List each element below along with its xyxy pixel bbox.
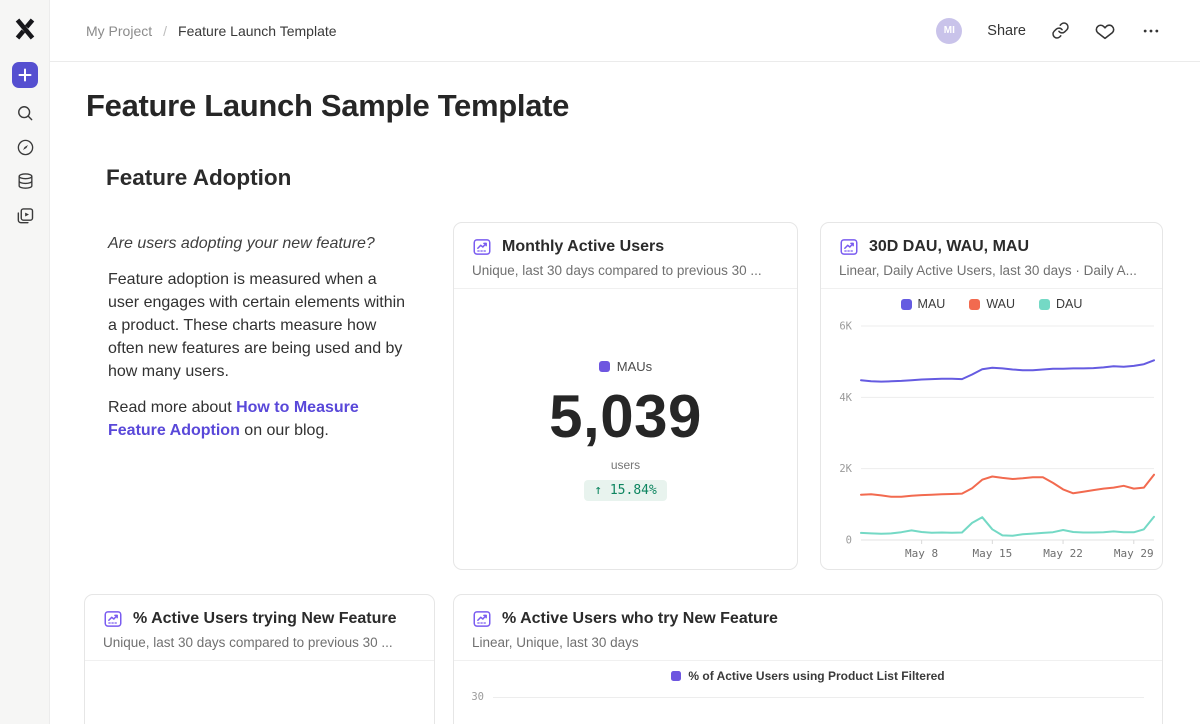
- compass-icon: [17, 139, 33, 155]
- mau-value: 5,039: [549, 383, 702, 450]
- search-button[interactable]: [12, 100, 38, 126]
- chart-legend[interactable]: % of Active Users using Product List Fil…: [454, 669, 1162, 683]
- search-icon: [18, 106, 33, 121]
- card-dau-wau-mau[interactable]: 30D DAU, WAU, MAU Linear, Daily Active U…: [820, 222, 1163, 570]
- legend-label: DAU: [1056, 297, 1083, 311]
- line-chart[interactable]: 0 2K 4K 6K May 8 May 15 May 22 May 29: [827, 317, 1159, 568]
- svg-text:May 8: May 8: [905, 547, 938, 560]
- data-button[interactable]: [12, 168, 38, 194]
- y-axis-gridline: 30: [462, 691, 1144, 703]
- legend-item-mau[interactable]: MAU: [900, 297, 946, 311]
- card-trying-new-feature[interactable]: % Active Users trying New Feature Unique…: [84, 594, 435, 724]
- legend-label: MAUs: [616, 359, 653, 374]
- insights-chart-icon: [473, 239, 491, 255]
- legend-label: WAU: [986, 297, 1016, 311]
- top-bar: My Project / Feature Launch Template MI …: [50, 0, 1200, 62]
- heart-icon: [1095, 23, 1115, 39]
- ellipsis-icon: [1143, 29, 1159, 32]
- legend-item-dau[interactable]: DAU: [1039, 297, 1082, 311]
- svg-text:May 29: May 29: [1114, 547, 1154, 560]
- legend-swatch: [671, 671, 682, 681]
- avatar[interactable]: MI: [936, 17, 963, 44]
- legend-swatch-wau: [969, 298, 981, 310]
- intro-text-widget: Are users adopting your new feature? Fea…: [108, 232, 412, 442]
- card-title[interactable]: % Active Users who try New Feature: [502, 610, 778, 627]
- legend-swatch-maus: [598, 361, 610, 372]
- page-title: Feature Launch Sample Template: [86, 88, 570, 123]
- intro-body: Feature adoption is measured when a user…: [108, 271, 406, 380]
- chart-legend: MAU WAU DAU: [821, 297, 1162, 311]
- big-number-body: MAUs 5,039 users ↑ 15.84%: [454, 289, 797, 501]
- card-who-try-new-feature[interactable]: % Active Users who try New Feature Linea…: [453, 594, 1163, 724]
- maus-legend: MAUs: [598, 359, 653, 374]
- card-title[interactable]: Monthly Active Users: [502, 238, 665, 255]
- breadcrumb-current: Feature Launch Template: [178, 22, 337, 39]
- insights-chart-icon: [840, 239, 858, 255]
- share-button[interactable]: Share: [987, 22, 1026, 39]
- card-header: 30D DAU, WAU, MAU Linear, Daily Active U…: [821, 223, 1162, 289]
- left-sidebar: [0, 0, 50, 724]
- favorite-button[interactable]: [1095, 21, 1115, 41]
- breadcrumb-separator: /: [163, 22, 168, 39]
- legend-swatch-mau: [900, 298, 912, 310]
- insights-chart-icon: [473, 611, 491, 627]
- legend-item-wau[interactable]: WAU: [969, 297, 1015, 311]
- read-more-prefix: Read more about: [108, 399, 237, 416]
- board-content: Feature Launch Sample Template Feature A…: [50, 62, 1200, 724]
- svg-text:May 22: May 22: [1043, 547, 1083, 560]
- database-icon: [17, 172, 33, 189]
- svg-text:May 15: May 15: [972, 547, 1012, 560]
- intro-question: Are users adopting your new feature?: [108, 235, 375, 252]
- mixpanel-logo-icon[interactable]: [13, 17, 37, 41]
- insights-chart-icon: [104, 611, 122, 627]
- legend-label: % of Active Users using Product List Fil…: [688, 669, 945, 683]
- copy-link-button[interactable]: [1051, 21, 1070, 40]
- intro-read-more: Read more about How to Measure Feature A…: [108, 396, 412, 442]
- legend-label: MAU: [917, 297, 946, 311]
- svg-text:0: 0: [846, 535, 852, 547]
- card-title[interactable]: % Active Users trying New Feature: [133, 610, 397, 627]
- gridline: [493, 696, 1144, 698]
- svg-text:6K: 6K: [839, 321, 852, 333]
- create-new-button[interactable]: [12, 62, 38, 88]
- svg-text:2K: 2K: [839, 463, 852, 475]
- boards-button[interactable]: [12, 203, 38, 229]
- legend-swatch-dau: [1039, 298, 1051, 310]
- card-subtitle: Unique, last 30 days compared to previou…: [472, 263, 762, 278]
- read-more-suffix: on our blog.: [239, 422, 329, 439]
- card-title[interactable]: 30D DAU, WAU, MAU: [869, 238, 1030, 255]
- card-header: Monthly Active Users Unique, last 30 day…: [454, 223, 797, 289]
- card-subtitle: Linear, Daily Active Users, last 30 days…: [839, 263, 1137, 278]
- card-header: % Active Users trying New Feature Unique…: [85, 595, 434, 661]
- card-subtitle: Unique, last 30 days compared to previou…: [103, 635, 393, 650]
- card-monthly-active-users[interactable]: Monthly Active Users Unique, last 30 day…: [453, 222, 798, 570]
- section-title: Feature Adoption: [106, 165, 292, 190]
- delta-badge: ↑ 15.84%: [584, 480, 667, 501]
- breadcrumb-project-link[interactable]: My Project: [86, 22, 153, 39]
- card-header: % Active Users who try New Feature Linea…: [454, 595, 1162, 661]
- link-icon: [1052, 22, 1069, 39]
- y-tick-label: 30: [471, 691, 484, 703]
- more-options-button[interactable]: [1140, 21, 1162, 41]
- card-subtitle: Linear, Unique, last 30 days: [472, 635, 639, 650]
- breadcrumb: My Project / Feature Launch Template: [86, 23, 337, 39]
- discover-button[interactable]: [12, 134, 38, 160]
- mau-unit: users: [610, 458, 641, 472]
- blog-link[interactable]: How to Measure Feature Adoption: [108, 399, 359, 439]
- topbar-actions: MI Share: [936, 17, 1200, 44]
- board-video-icon: [17, 208, 34, 224]
- svg-text:4K: 4K: [839, 392, 852, 404]
